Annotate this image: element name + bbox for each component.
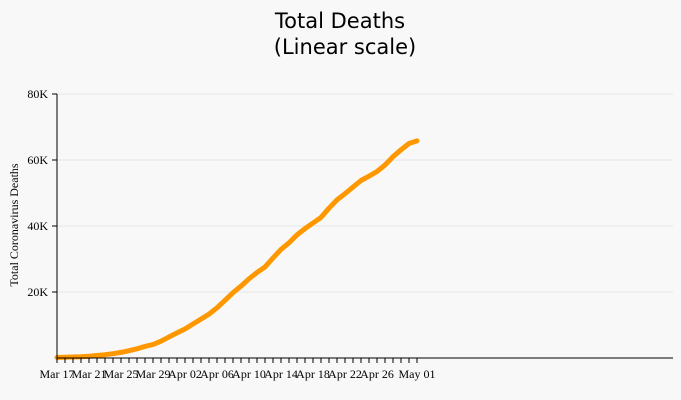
chart-title: Total Deaths (Linear scale) xyxy=(274,9,416,59)
y-axis-label: Total Coronavirus Deaths xyxy=(7,163,21,286)
x-tick-label: Mar 29 xyxy=(136,367,171,381)
x-tick-label: Apr 22 xyxy=(328,367,362,381)
y-tick-label: 20K xyxy=(27,285,48,299)
x-tick-label: Apr 02 xyxy=(168,367,202,381)
x-tick-label: Apr 14 xyxy=(264,367,298,381)
plot-area xyxy=(54,138,420,360)
y-tick-label: 60K xyxy=(27,153,48,167)
x-tick-label: Apr 26 xyxy=(360,367,394,381)
x-tick-label: Mar 17 xyxy=(40,367,75,381)
series-line xyxy=(54,138,420,360)
x-tick-label: Mar 21 xyxy=(72,367,107,381)
gridlines xyxy=(57,93,673,293)
y-tick-label: 80K xyxy=(27,87,48,101)
y-axis: 20K 40K 60K 80K xyxy=(27,87,58,358)
y-tick-label: 40K xyxy=(27,219,48,233)
x-tick-label: Apr 10 xyxy=(232,367,266,381)
x-tick-label: Apr 06 xyxy=(200,367,234,381)
x-tick-label: Apr 18 xyxy=(296,367,330,381)
chart-title-line-1: Total Deaths xyxy=(274,9,405,33)
x-tick-label: Mar 25 xyxy=(104,367,139,381)
x-tick-label: May 01 xyxy=(399,367,436,381)
chart-title-line-2: (Linear scale) xyxy=(274,35,416,59)
